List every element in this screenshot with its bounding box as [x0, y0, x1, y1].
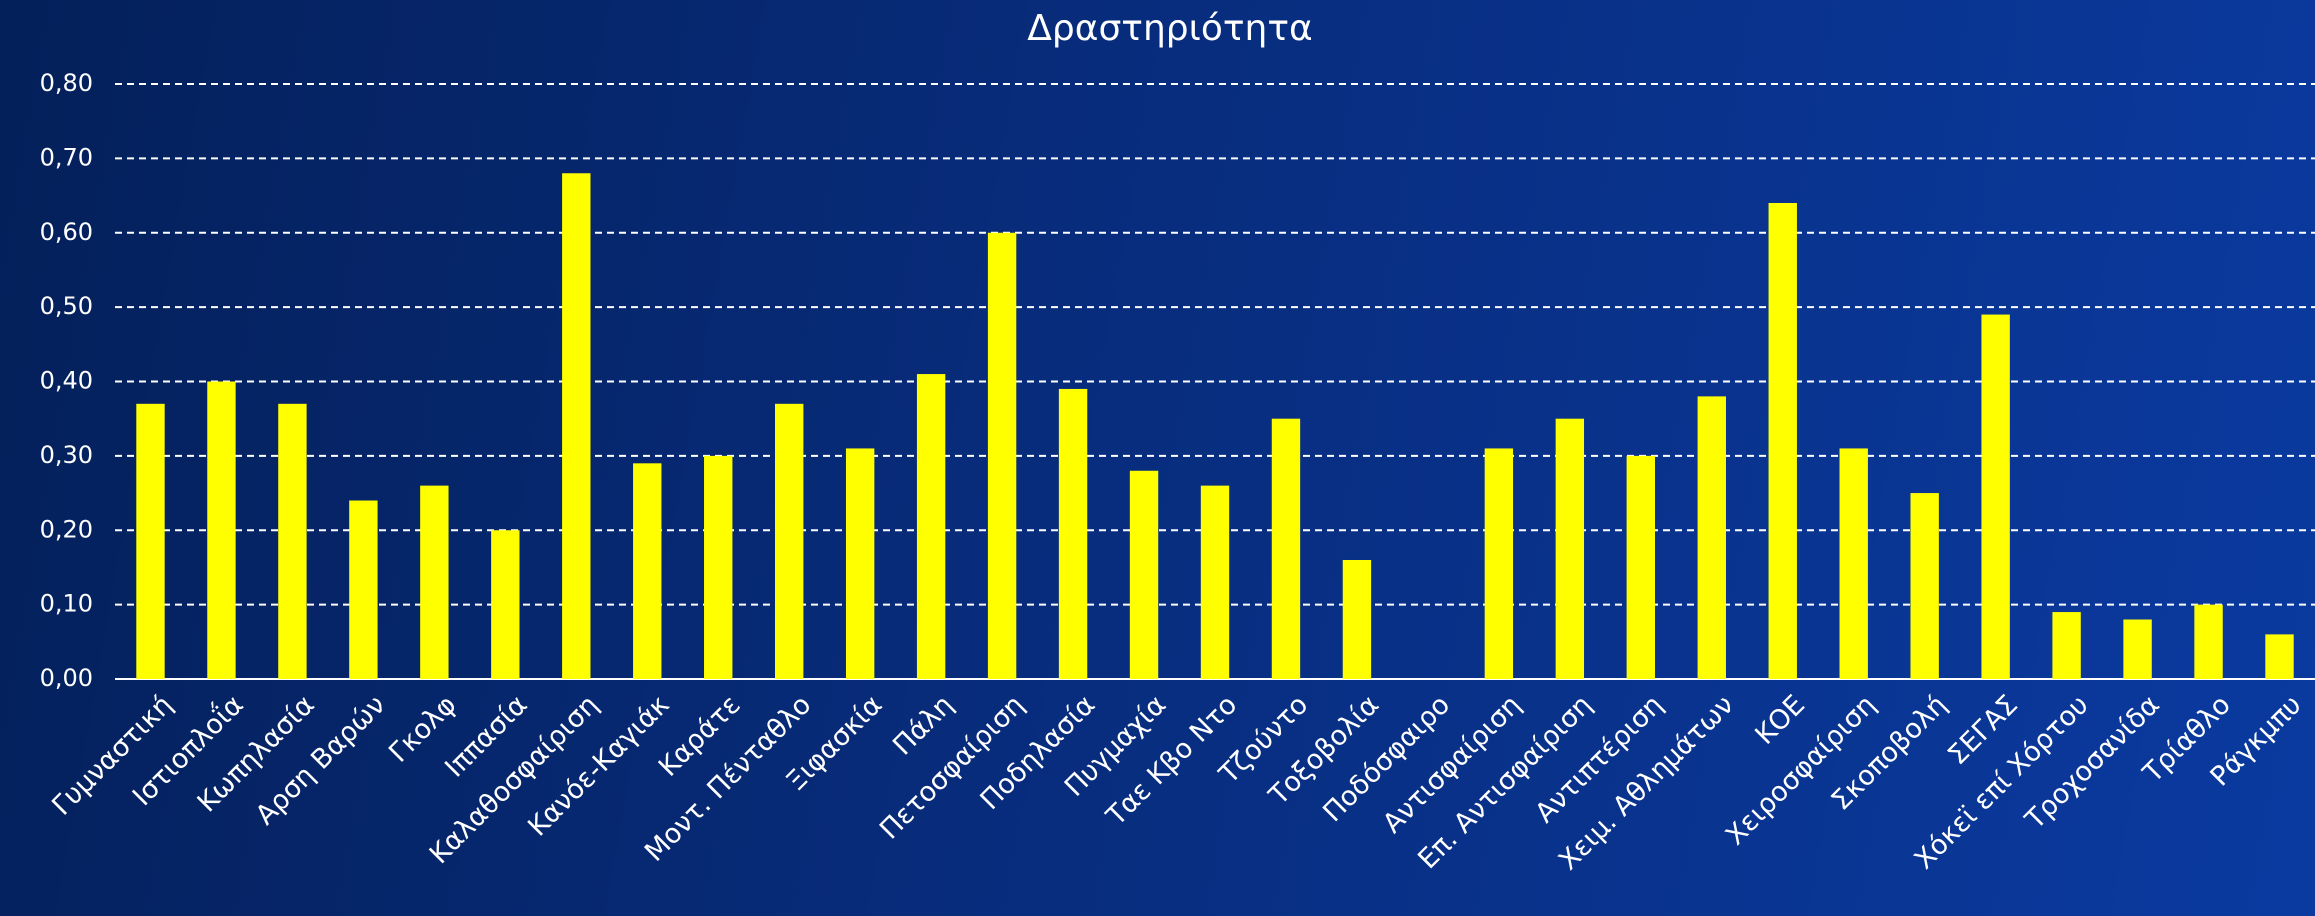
bar [1058, 388, 1088, 679]
bar [420, 485, 449, 679]
bar [278, 403, 307, 679]
bar [916, 374, 946, 679]
y-tick-label: 0,70 [40, 143, 93, 171]
y-tick-label: 0,00 [40, 664, 93, 692]
bar [1129, 470, 1159, 679]
y-tick-label: 0,80 [40, 69, 93, 97]
bar [491, 530, 520, 679]
bar [207, 381, 236, 679]
bar [704, 455, 733, 679]
bar [1200, 485, 1230, 679]
bar [2265, 634, 2294, 679]
bar [2194, 604, 2223, 679]
bar [2123, 619, 2152, 679]
bar [775, 403, 804, 679]
bar [2052, 612, 2081, 679]
bar [1697, 396, 1726, 679]
y-tick-label: 0,10 [40, 590, 93, 618]
bar [1271, 418, 1301, 679]
bar [562, 173, 591, 679]
y-tick-label: 0,40 [40, 367, 93, 395]
y-tick-label: 0,50 [40, 292, 93, 320]
chart-title: Δραστηριότητα [1027, 8, 1312, 49]
x-tick-label: ΚΟΕ [1749, 689, 1811, 751]
bar [633, 463, 662, 679]
bar [1981, 314, 2010, 679]
y-tick-label: 0,60 [40, 218, 93, 246]
bar [1910, 493, 1939, 679]
y-tick-label: 0,30 [40, 441, 93, 469]
y-tick-label: 0,20 [40, 515, 93, 543]
bar [1839, 448, 1868, 679]
bar [1484, 448, 1514, 679]
bar [845, 448, 875, 679]
bar [136, 403, 165, 679]
bar [1555, 418, 1585, 679]
bar [1342, 560, 1372, 679]
bar [1768, 203, 1797, 679]
bar [987, 232, 1017, 679]
bar [349, 500, 378, 679]
bar [1626, 455, 1655, 679]
